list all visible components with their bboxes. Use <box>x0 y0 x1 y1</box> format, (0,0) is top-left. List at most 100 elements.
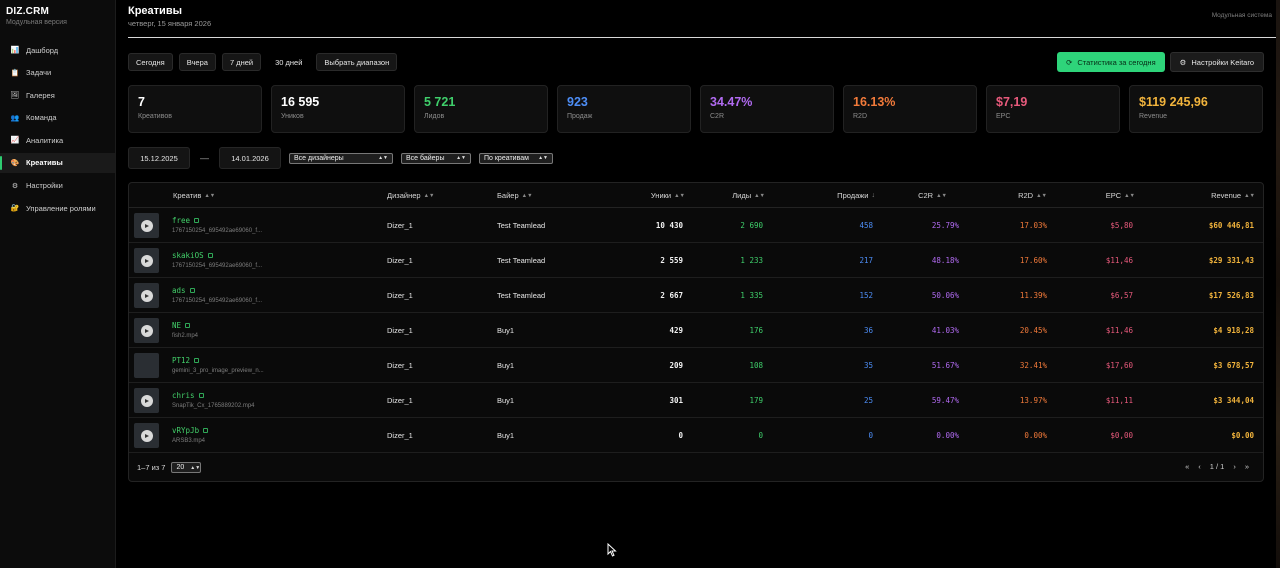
sidebar-item-label: Задачи <box>26 68 52 78</box>
copy-icon[interactable] <box>198 393 204 398</box>
th-epc[interactable]: EPC ▲▼ <box>1106 183 1135 208</box>
cell-uniques: 2 667 <box>660 291 683 300</box>
play-icon <box>140 324 153 337</box>
cell-buyer: Buy1 <box>497 326 515 335</box>
designer-select[interactable]: Все дизайнеры ▲▼ <box>289 152 393 164</box>
th-creative[interactable]: Креатив ▲▼ <box>173 183 215 208</box>
sidebar-item-label: Креативы <box>26 158 63 168</box>
copy-icon[interactable] <box>185 323 191 328</box>
last-page-button[interactable]: » <box>1244 462 1249 471</box>
th-designer-label: Дизайнер <box>387 191 421 200</box>
sidebar-item-7[interactable]: 🔐 Управление ролями <box>0 198 115 218</box>
cell-c2r: 0.00% <box>936 431 959 440</box>
range-today-button[interactable]: Сегодня <box>128 53 173 71</box>
date-from-input[interactable]: 15.12.2025 <box>128 147 190 169</box>
table-row[interactable]: NE fish2.mp4 Dizer_1 Buy1 429 176 36 41.03% 20.4… <box>129 313 1263 348</box>
cell-epc: $11,46 <box>1105 256 1133 265</box>
table-row[interactable]: free 1767150254_695492ae69060_f... Dizer_1… <box>129 208 1263 243</box>
creative-thumbnail[interactable] <box>134 248 159 273</box>
cell-sales: 36 <box>863 326 873 335</box>
page-size-select[interactable]: 20 ▲▼ <box>171 462 202 473</box>
creative-thumbnail[interactable] <box>134 353 159 378</box>
mouse-cursor-icon <box>607 542 617 562</box>
th-leads-label: Лиды <box>732 191 752 200</box>
cell-buyer: Test Teamlead <box>497 256 546 265</box>
range-yesterday-button[interactable]: Вчера <box>178 53 216 71</box>
th-designer[interactable]: Дизайнер ▲▼ <box>387 183 434 208</box>
keitaro-settings-button[interactable]: ⚙ Настройки Keitaro <box>1169 52 1264 72</box>
sidebar-item-3[interactable]: 👥 Команда <box>0 108 115 128</box>
th-r2d[interactable]: R2D ▲▼ <box>1018 183 1047 208</box>
range-7days-button[interactable]: 7 дней <box>221 53 262 71</box>
creative-name[interactable]: skakiOS <box>172 251 213 260</box>
copy-icon[interactable] <box>194 218 200 223</box>
th-c2r[interactable]: C2R ▲▼ <box>918 183 947 208</box>
copy-icon[interactable] <box>207 253 213 258</box>
cell-buyer: Buy1 <box>497 396 515 405</box>
next-page-button[interactable]: › <box>1233 462 1236 471</box>
creative-thumbnail[interactable] <box>134 423 159 448</box>
table-row[interactable]: chris SnapTik_Cx_1765889202.mp4 Dizer_1 Buy… <box>129 383 1263 418</box>
gallery-icon: 🖼 <box>10 92 20 100</box>
sort-icon: ▲▼ <box>1244 192 1255 199</box>
creative-thumbnail[interactable] <box>134 283 159 308</box>
th-revenue[interactable]: Revenue ▲▼ <box>1211 183 1255 208</box>
group-by-select[interactable]: По креативам ▲▼ <box>479 152 553 164</box>
cell-leads: 179 <box>749 396 763 405</box>
designer-select-value: Все дизайнеры <box>294 154 344 162</box>
filters: 15.12.2025 — 14.01.2026 Все дизайнеры ▲▼… <box>128 147 553 169</box>
creative-thumbnail[interactable] <box>134 318 159 343</box>
cell-epc: $6,57 <box>1110 291 1133 300</box>
sidebar-item-2[interactable]: 🖼 Галерея <box>0 85 115 105</box>
pagination-range: 1–7 из 7 <box>137 463 166 472</box>
table-row[interactable]: skakiOS 1767150254_695492ae69060_f... Dize… <box>129 243 1263 278</box>
prev-page-button[interactable]: ‹ <box>1198 462 1201 471</box>
brand-title: DIZ.CRM <box>6 6 50 17</box>
creative-name[interactable]: ads <box>172 286 195 295</box>
sidebar-item-1[interactable]: 📋 Задачи <box>0 63 115 83</box>
stats-today-button[interactable]: ⟳ Статистика за сегодня <box>1057 52 1165 72</box>
th-uniques[interactable]: Уники ▲▼ <box>651 183 685 208</box>
creative-name[interactable]: vRYpJb <box>172 426 209 435</box>
first-page-button[interactable]: « <box>1185 462 1190 471</box>
creative-thumbnail[interactable] <box>134 388 159 413</box>
pagination-left: 1–7 из 7 20 ▲▼ <box>137 462 202 473</box>
table-row[interactable]: vRYpJb ARSB3.mp4 Dizer_1 Buy1 0 0 0 0.00% 0.00% $… <box>129 418 1263 453</box>
sort-icon: ▲▼ <box>204 192 216 199</box>
creative-name[interactable]: PT12 <box>172 356 200 365</box>
cell-designer: Dizer_1 <box>387 431 413 440</box>
range-custom-button[interactable]: Выбрать диапазон <box>316 53 398 71</box>
system-label: Модульная система <box>1211 12 1272 19</box>
buyer-select[interactable]: Все байеры ▲▼ <box>401 152 471 164</box>
chart-icon: 📊 <box>10 47 20 54</box>
th-leads[interactable]: Лиды ▲▼ <box>732 183 765 208</box>
th-buyer[interactable]: Байер ▲▼ <box>497 183 533 208</box>
creative-filename: 1767150254_695492ae69060_f... <box>172 298 263 304</box>
sidebar-item-6[interactable]: ⚙ Настройки <box>0 176 115 196</box>
creative-name[interactable]: NE <box>172 321 191 330</box>
creative-thumbnail[interactable] <box>134 213 159 238</box>
sidebar-item-4[interactable]: 📈 Аналитика <box>0 130 115 150</box>
cell-sales: 458 <box>859 221 873 230</box>
range-30days-button[interactable]: 30 дней <box>275 57 303 67</box>
page-indicator: 1 / 1 <box>1209 462 1225 471</box>
gear-icon: ⚙ <box>1179 57 1187 67</box>
cell-sales: 152 <box>859 291 873 300</box>
date-to-input[interactable]: 14.01.2026 <box>219 147 281 169</box>
sidebar-item-5[interactable]: 🎨 Креативы <box>0 152 115 173</box>
copy-icon[interactable] <box>194 358 200 363</box>
sidebar: DIZ.CRM Модульная версия 📊 Дашборд 📋 Задачи… <box>0 0 116 568</box>
th-sales[interactable]: Продажи ↓ <box>837 183 875 208</box>
creative-name[interactable]: free <box>172 216 200 225</box>
toolbar-actions: ⟳ Статистика за сегодня ⚙ Настройки Keit… <box>1057 52 1264 72</box>
creative-name[interactable]: chris <box>172 391 204 400</box>
cell-revenue: $60 446,81 <box>1208 221 1254 230</box>
sidebar-item-0[interactable]: 📊 Дашборд <box>0 40 115 60</box>
cell-r2d: 32.41% <box>1019 361 1047 370</box>
copy-icon[interactable] <box>203 428 209 433</box>
table-row[interactable]: PT12 gemini_3_pro_image_preview_n... Dizer… <box>129 348 1263 383</box>
sort-desc-icon: ↓ <box>871 192 876 199</box>
table-row[interactable]: ads 1767150254_695492ae69060_f... Dizer_1 T… <box>129 278 1263 313</box>
kpi-value: 923 <box>567 95 588 109</box>
copy-icon[interactable] <box>189 288 195 293</box>
